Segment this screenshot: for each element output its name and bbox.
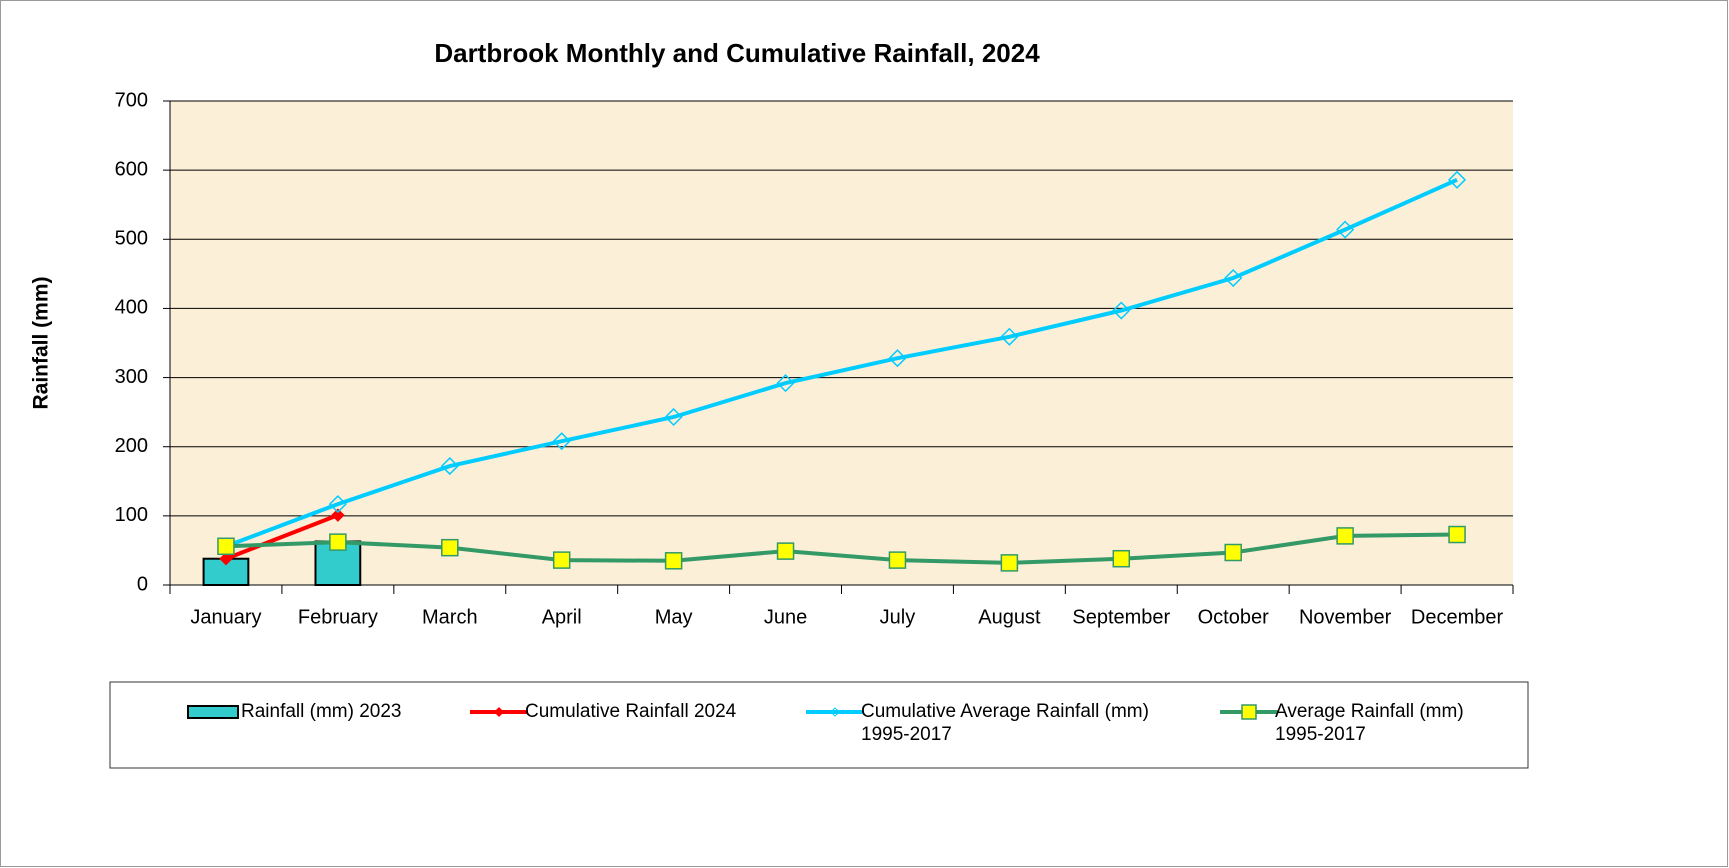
- marker: [1112, 301, 1131, 320]
- line: [225, 513, 339, 561]
- y-tick-label: 300: [115, 366, 148, 388]
- x-tick-label: November: [1299, 606, 1392, 628]
- marker: [331, 508, 345, 522]
- legend-marker: [1241, 704, 1257, 720]
- marker: [1000, 327, 1019, 346]
- marker: [888, 551, 907, 569]
- marker: [217, 537, 235, 556]
- y-axis-label: Rainfall (mm): [30, 276, 53, 409]
- marker: [1447, 170, 1467, 189]
- marker: [552, 432, 571, 451]
- x-tick-label: October: [1198, 606, 1269, 628]
- y-tick-label: 700: [115, 89, 148, 111]
- marker: [1224, 268, 1243, 288]
- marker: [441, 538, 459, 557]
- legend-swatch: [187, 705, 239, 719]
- x-tick-label: February: [298, 606, 378, 628]
- legend-label: Cumulative Average Rainfall (mm) 1995-20…: [861, 701, 1149, 745]
- legend-label: Rainfall (mm) 2023: [241, 701, 402, 722]
- y-tick-label: 400: [115, 297, 148, 319]
- y-tick-label: 100: [115, 504, 148, 526]
- plot-area: [170, 101, 1513, 585]
- x-tick-label: December: [1411, 606, 1504, 628]
- marker: [219, 552, 233, 566]
- y-tick-label: 600: [115, 158, 148, 180]
- legend-box: [109, 681, 1529, 769]
- marker: [664, 552, 683, 570]
- x-tick-label: July: [880, 606, 916, 628]
- legend-marker: [494, 707, 504, 717]
- line: [225, 532, 1458, 565]
- marker: [552, 551, 571, 569]
- chart-title: Dartbrook Monthly and Cumulative Rainfal…: [434, 38, 1040, 68]
- x-tick-label: April: [542, 606, 582, 628]
- x-tick-label: June: [764, 606, 807, 628]
- marker: [1224, 543, 1242, 562]
- marker: [776, 374, 795, 393]
- marker: [328, 495, 347, 514]
- y-tick-label: 200: [115, 435, 148, 457]
- y-tick-label: 500: [115, 228, 148, 250]
- line: [225, 177, 1458, 549]
- marker: [1448, 525, 1466, 544]
- legend-label: Cumulative Rainfall 2024: [525, 701, 737, 722]
- legend-marker: [830, 707, 840, 717]
- x-tick-label: September: [1072, 606, 1170, 628]
- x-tick-label: March: [422, 606, 478, 628]
- marker: [440, 457, 459, 476]
- marker: [776, 542, 795, 560]
- marker: [1336, 527, 1354, 545]
- marker: [1000, 554, 1019, 572]
- marker: [329, 533, 347, 551]
- x-tick-label: May: [655, 606, 693, 628]
- marker: [1112, 549, 1131, 568]
- x-tick-label: August: [978, 606, 1041, 628]
- marker: [664, 407, 683, 427]
- marker: [888, 349, 907, 368]
- x-tick-label: January: [190, 606, 261, 628]
- legend-label: Average Rainfall (mm) 1995-2017: [1275, 701, 1464, 745]
- y-tick-label: 0: [137, 573, 148, 595]
- marker: [1336, 220, 1355, 239]
